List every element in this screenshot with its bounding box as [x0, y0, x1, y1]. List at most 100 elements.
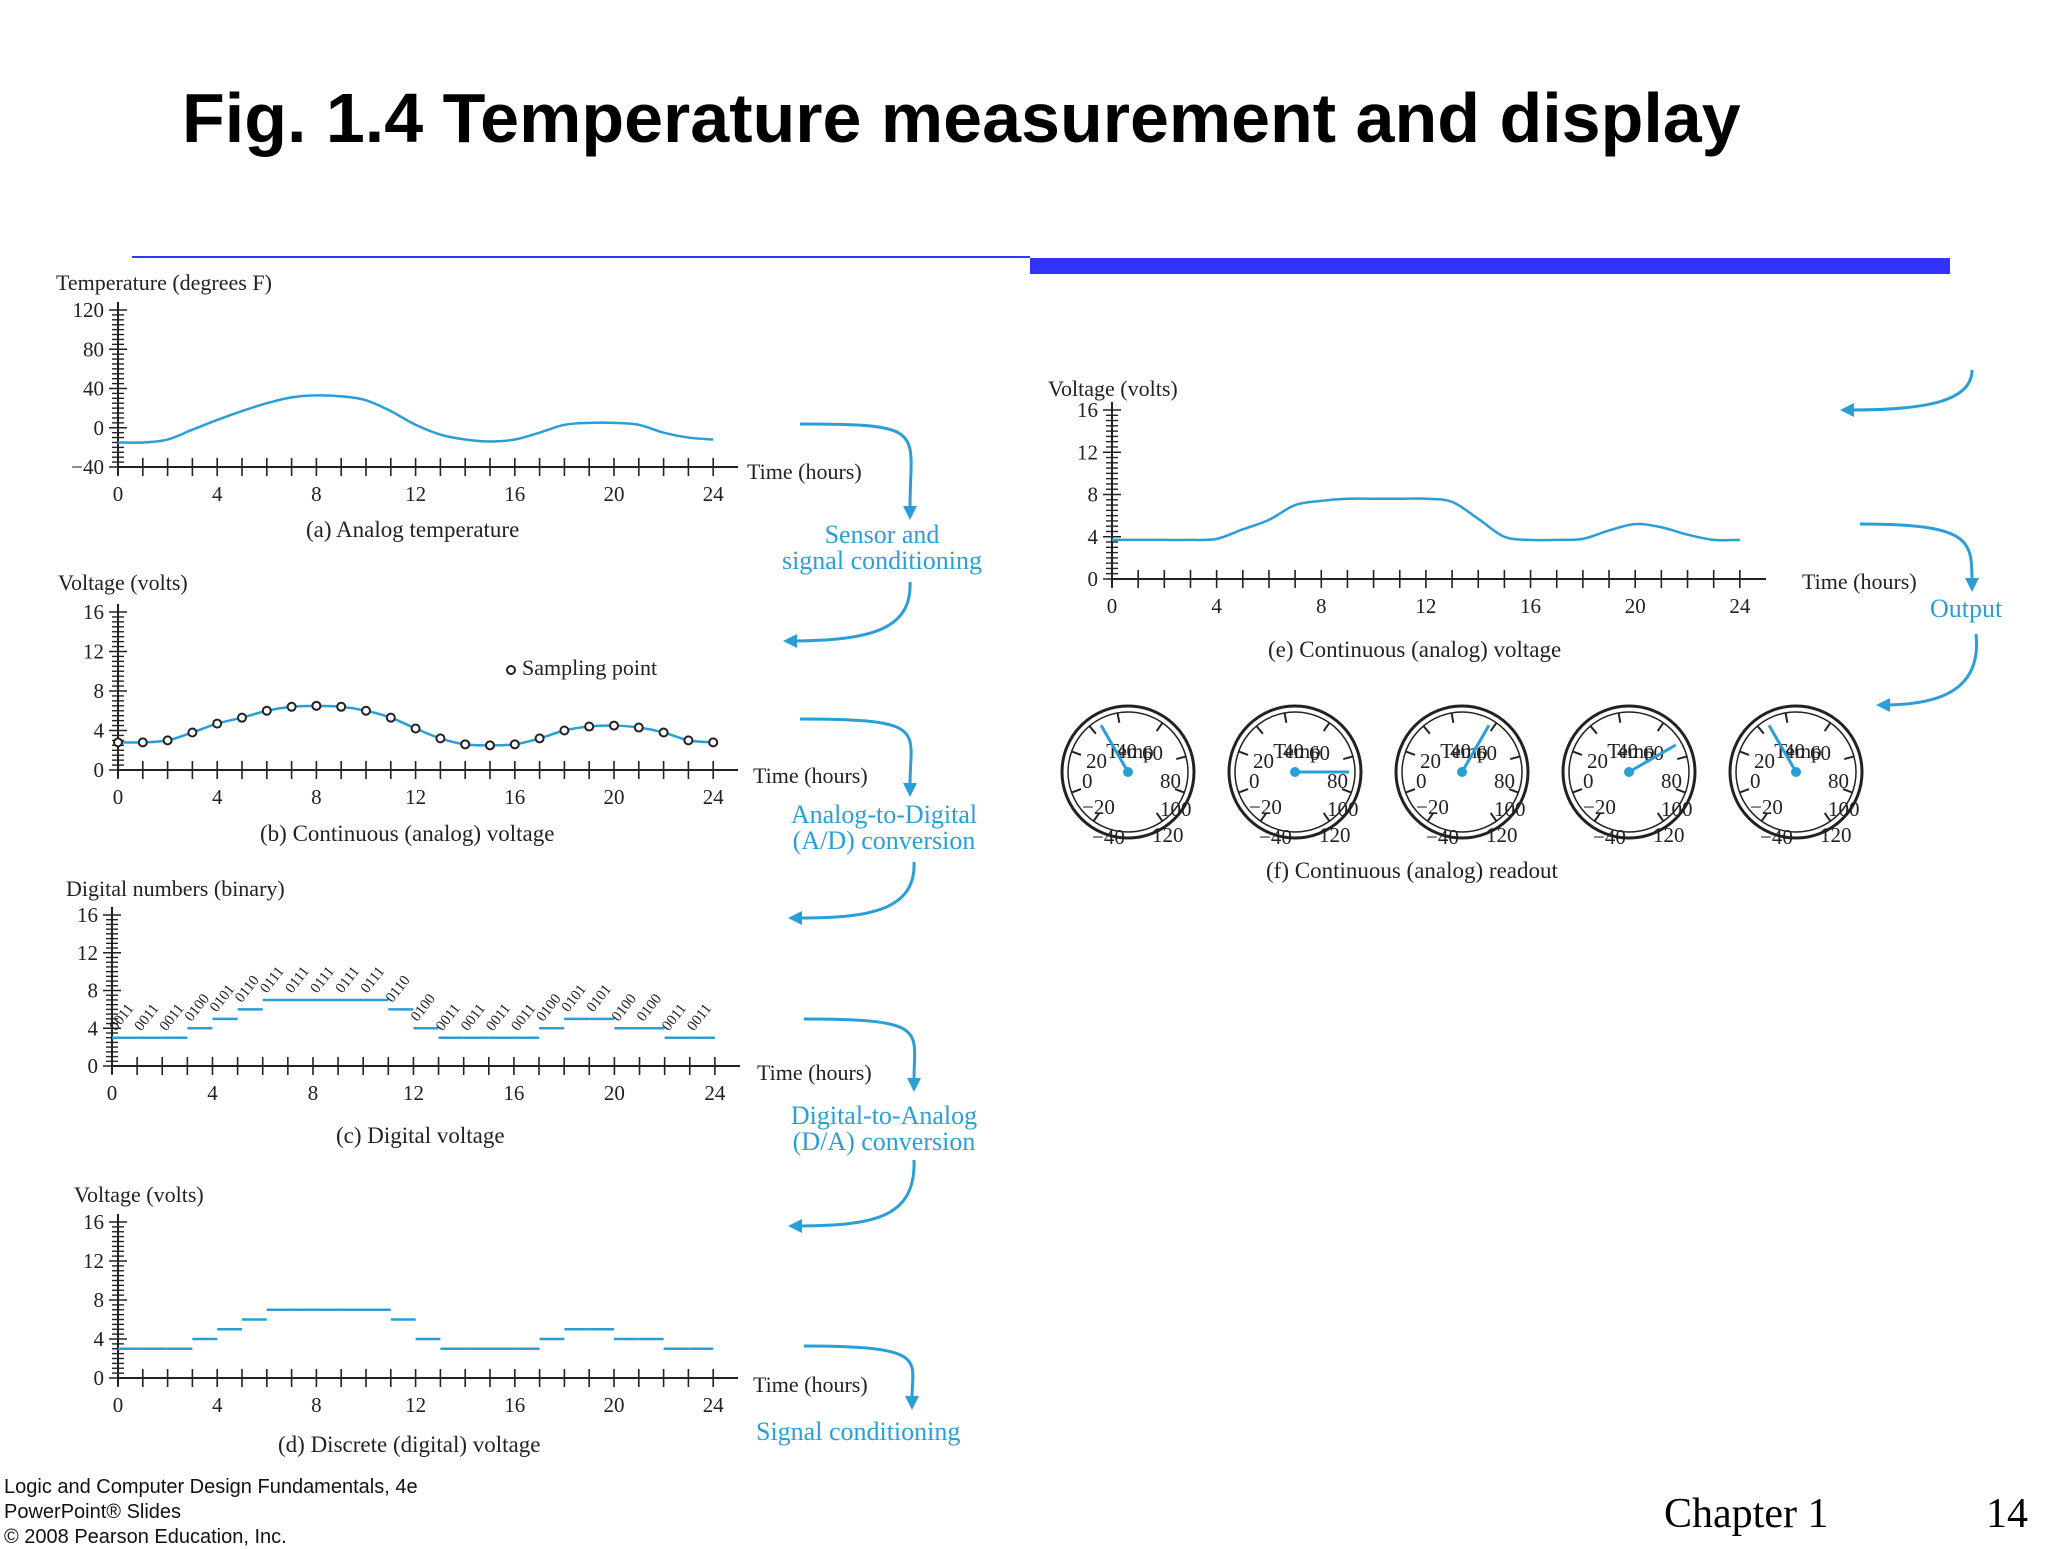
gauge-face	[1067, 711, 1189, 833]
panel-b-xtick-label: 4	[212, 785, 223, 809]
gauge-scale-label: −40	[1426, 825, 1459, 849]
binary-code-label: 0101	[559, 982, 590, 1015]
gauge-scale-label: 100	[1828, 797, 1860, 821]
gauge-scale-label: −20	[1082, 795, 1115, 819]
sampling-point	[137, 737, 148, 748]
gauge-scale-label: 40	[1784, 739, 1805, 763]
gauge-tick	[1174, 788, 1185, 794]
gauge-scale-label: 40	[1116, 739, 1137, 763]
gauge-tick	[1823, 812, 1832, 822]
gauge-scale-label: 20	[1086, 749, 1107, 773]
gauge-tick	[1739, 788, 1750, 794]
arrowhead-1	[903, 506, 917, 520]
gauge-tick	[1677, 755, 1688, 761]
gauge-tick	[1343, 755, 1354, 761]
gauge-tick	[1071, 750, 1082, 756]
sampling-point	[212, 718, 223, 729]
sampling-point	[460, 739, 471, 750]
panel-e-ylabel: Voltage (volts)	[1048, 376, 1178, 401]
signal-conditioning-label: Signal conditioning	[756, 1417, 960, 1446]
sensor-label-2: signal conditioning	[782, 546, 982, 575]
panel-c-xtick-label: 24	[704, 1081, 726, 1105]
panel-a-ytick-label: 40	[83, 377, 104, 401]
panel-d-ylabel: Voltage (volts)	[74, 1182, 204, 1207]
panel-c-xtick-label: 16	[503, 1081, 524, 1105]
reconstructed-voltage-curve	[1112, 497, 1740, 542]
panel-a-caption: (a) Analog temperature	[306, 517, 519, 542]
gauge-hub	[1624, 767, 1634, 777]
panel-b-ylabel: Voltage (volts)	[58, 570, 188, 595]
flow-arrows	[794, 369, 1979, 1399]
panel-d-caption: (d) Discrete (digital) voltage	[278, 1432, 540, 1457]
arrow-ad-to-c	[799, 861, 916, 920]
panel-a-xtick-label: 12	[405, 482, 426, 506]
gauge-tick	[1155, 722, 1164, 732]
binary-code-label: 0011	[458, 1001, 489, 1034]
gauge-scale-label: 120	[1152, 823, 1184, 847]
gauge-scale-label: 120	[1486, 823, 1518, 847]
sampling-point	[633, 722, 644, 733]
panel-c-xtick-label: 20	[604, 1081, 625, 1105]
gauge-tick	[1656, 812, 1665, 822]
panel-c-xlabel: Time (hours)	[757, 1060, 872, 1085]
arrowhead-6	[788, 1219, 802, 1233]
gauge-face	[1568, 711, 1690, 833]
gauge-tick	[1572, 788, 1583, 794]
gauge-tick	[1844, 755, 1855, 761]
arrowhead-2	[783, 634, 797, 648]
gauge-hub	[1123, 767, 1133, 777]
gauge-tick	[1238, 788, 1249, 794]
gauge-scale-label: 60	[1810, 741, 1831, 765]
gauge-scale-label: 120	[1319, 823, 1351, 847]
sensor-label-1: Sensor and	[825, 520, 940, 549]
title-underline-bar	[1030, 258, 1950, 274]
panel-e-xlabel: Time (hours)	[1802, 569, 1917, 594]
panel-d-xtick-label: 12	[405, 1393, 426, 1417]
panel-a-xtick-label: 24	[703, 482, 725, 506]
panel-c-xtick-label: 8	[308, 1081, 319, 1105]
gauge-tick	[1255, 725, 1264, 735]
output-label: Output	[1930, 594, 2003, 623]
gauge-scale-label: 80	[1828, 769, 1849, 793]
arrowhead-8	[1840, 403, 1854, 417]
gauge-tick	[1259, 812, 1268, 822]
binary-code-label: 0111	[282, 964, 312, 997]
panel-e-ytick-label: 0	[1088, 567, 1099, 591]
arrow-c-to-da	[803, 1017, 917, 1081]
gauge-scale-label: −40	[1760, 825, 1793, 849]
arrow-a-to-sensor	[799, 422, 913, 509]
gauge-tick	[1283, 712, 1288, 723]
gauge-tick	[1589, 725, 1598, 735]
arrowhead-4	[788, 911, 802, 925]
gauge-temp-label: Temp	[1106, 739, 1154, 763]
sampling-point	[410, 723, 421, 734]
gauge-scale-label: 0	[1249, 769, 1260, 793]
arrow-sensor-to-b	[794, 581, 912, 643]
gauge-tick	[1176, 755, 1187, 761]
panel-c-ytick-label: 0	[88, 1054, 99, 1078]
sampling-point	[559, 725, 570, 736]
arrow-b-to-ad	[799, 717, 913, 786]
panel-b-xtick-label: 0	[113, 785, 124, 809]
panel-c-ytick-label: 4	[88, 1016, 99, 1040]
gauge-tick	[1450, 712, 1455, 723]
panel-b-xtick-label: 24	[703, 785, 725, 809]
binary-code-label: 0100	[408, 991, 439, 1024]
gauge-tick	[1756, 725, 1765, 735]
gauge-scale-label: 40	[1617, 739, 1638, 763]
arrow-e-to-output	[1859, 522, 1974, 581]
gauge-scale-label: 80	[1494, 769, 1515, 793]
gauge-scale-label: 0	[1750, 769, 1761, 793]
gauge-hub	[1457, 767, 1467, 777]
panel-a-ytick-label: 0	[94, 416, 105, 440]
sampling-point	[187, 727, 198, 738]
gauge-scale-label: 80	[1661, 769, 1682, 793]
gauge-tick	[1593, 812, 1602, 822]
panel-e-xtick-label: 12	[1415, 594, 1436, 618]
panel-c-xtick-label: 4	[207, 1081, 218, 1105]
panel-e-xtick-label: 20	[1625, 594, 1646, 618]
gauge-tick	[1422, 725, 1431, 735]
gauge-tick	[1510, 755, 1521, 761]
gauge-tick	[1088, 725, 1097, 735]
